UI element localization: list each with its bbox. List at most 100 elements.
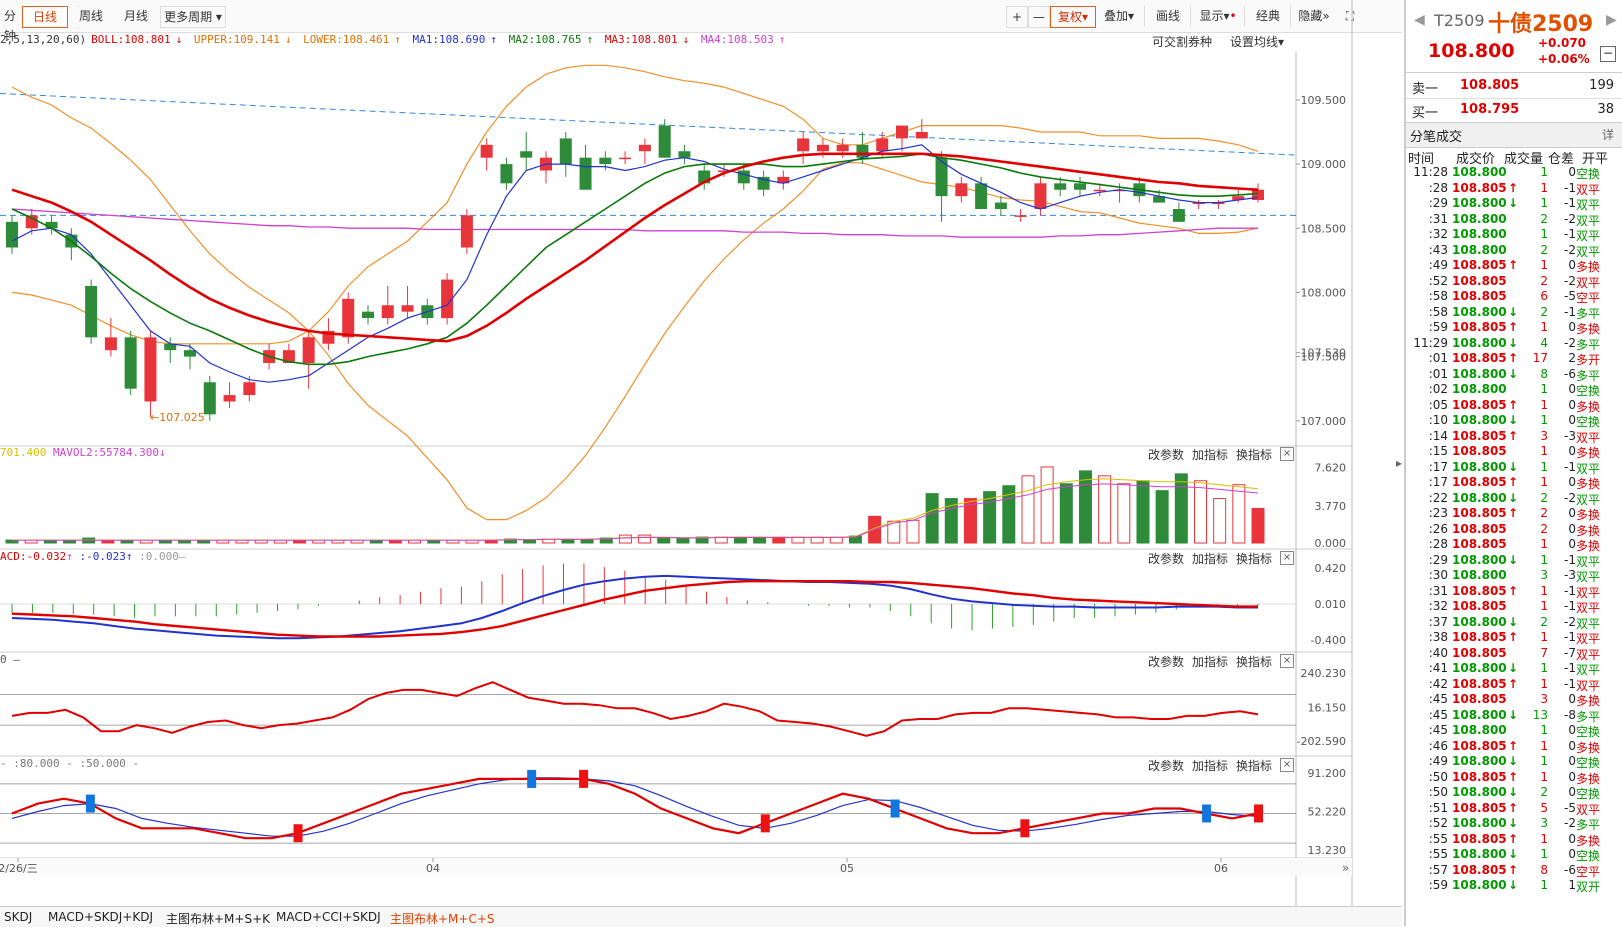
tick-price: 108.805 bbox=[1452, 583, 1507, 598]
tick-row: :22 108.800 ↓ 2 -2 双平 bbox=[1406, 491, 1622, 507]
bid-price: 108.795 bbox=[1460, 102, 1520, 117]
tick-row: :46 108.805 ↑ 1 0 多换 bbox=[1406, 739, 1622, 755]
p4-axis-label: 16.150 bbox=[1308, 701, 1347, 714]
tab-macd-cci-skdj[interactable]: MACD+CCI+SKDJ bbox=[276, 910, 381, 924]
tick-price: 108.805 bbox=[1452, 397, 1507, 412]
period-more-dropdown[interactable]: 更多周期 ▾ bbox=[160, 6, 226, 28]
tick-row: :51 108.805 ↑ 5 -5 双平 bbox=[1406, 801, 1622, 817]
prev-contract-icon[interactable]: ◀ bbox=[1414, 12, 1425, 28]
edit-params-button[interactable]: 改参数 bbox=[1148, 552, 1185, 566]
close-panel-icon[interactable]: × bbox=[1280, 758, 1294, 772]
ask-label: 卖一 bbox=[1412, 82, 1439, 97]
draw-button[interactable]: 画线 bbox=[1155, 9, 1180, 23]
period-minute[interactable]: 分钟 bbox=[3, 9, 16, 43]
tick-arrow: ↑ bbox=[1508, 630, 1519, 644]
tab-macd-skdj-kdj[interactable]: MACD+SKDJ+KDJ bbox=[48, 910, 153, 924]
dash-icon: - bbox=[132, 757, 140, 770]
volume-bar bbox=[657, 537, 671, 544]
tick-row: :23 108.805 ↑ 2 0 多换 bbox=[1406, 506, 1622, 522]
set-ma-dropdown[interactable]: 设置均线▾ bbox=[1230, 33, 1284, 50]
edit-params-button[interactable]: 改参数 bbox=[1148, 448, 1185, 462]
tick-oi-change: 0 bbox=[1568, 444, 1576, 458]
classic-button[interactable]: 经典 bbox=[1255, 9, 1280, 23]
tab-boll-m-c-s[interactable]: 主图布林+M+C+S bbox=[390, 912, 495, 926]
edit-params-button[interactable]: 改参数 bbox=[1148, 759, 1185, 773]
legend-boll: BOLL:108.801 bbox=[91, 33, 171, 46]
tick-time: :02 bbox=[1428, 382, 1448, 396]
switch-indicator-button[interactable]: 换指标 bbox=[1236, 448, 1273, 462]
candle-body bbox=[1093, 189, 1106, 192]
tick-oi-change: 0 bbox=[1568, 475, 1576, 489]
period-day[interactable]: 日线 bbox=[22, 6, 68, 28]
candle-body bbox=[362, 311, 374, 319]
period-month[interactable]: 月线 bbox=[123, 9, 148, 23]
p5-cross-marker bbox=[527, 769, 537, 788]
tab-boll-m-s-k[interactable]: 主图布林+M+S+K bbox=[166, 912, 271, 926]
dash-icon: – bbox=[178, 550, 186, 563]
tick-row: :58 108.800 ↓ 2 -1 多平 bbox=[1406, 305, 1622, 321]
zoom-out-button[interactable]: — bbox=[1028, 6, 1050, 28]
tick-price: 108.805 bbox=[1452, 320, 1507, 334]
tick-open-close: 双平 bbox=[1576, 678, 1601, 693]
zoom-in-button[interactable]: + bbox=[1006, 6, 1028, 28]
close-panel-icon[interactable]: × bbox=[1280, 551, 1294, 565]
tick-oi-change: 0 bbox=[1568, 785, 1576, 799]
price-axis-label: 108.500 bbox=[1301, 222, 1347, 235]
hide-button[interactable]: 隐藏» bbox=[1292, 6, 1336, 26]
tick-row: :45 108.800 1 0 空换 bbox=[1406, 723, 1622, 739]
tradable-bonds-button[interactable]: 可交割券种 bbox=[1152, 35, 1213, 49]
price-change-pct: +0.06% bbox=[1538, 52, 1590, 66]
tick-row: :02 108.800 1 0 空换 bbox=[1406, 382, 1622, 398]
tick-oi-change: 1 bbox=[1568, 878, 1576, 892]
kline-chart[interactable]: 109.500 109.000 108.500 108.000 107.530107.5… bbox=[0, 0, 1402, 906]
tick-price: 108.805 bbox=[1452, 521, 1507, 536]
tick-time: :38 bbox=[1428, 630, 1448, 644]
boll-upper-line bbox=[11, 64, 1259, 345]
display-dropdown[interactable]: 显示▾• bbox=[1194, 6, 1242, 26]
tick-time: :28 bbox=[1428, 180, 1448, 195]
tick-arrow: ↑ bbox=[1508, 428, 1519, 443]
tick-open-close: 双开 bbox=[1576, 880, 1601, 894]
tick-open-close: 多平 bbox=[1576, 368, 1601, 383]
period-week[interactable]: 周线 bbox=[78, 9, 103, 23]
adjust-dropdown[interactable]: 复权▾ bbox=[1050, 6, 1096, 28]
add-indicator-button[interactable]: 加指标 bbox=[1192, 552, 1229, 566]
switch-indicator-button[interactable]: 换指标 bbox=[1236, 655, 1273, 669]
add-indicator-button[interactable]: 加指标 bbox=[1192, 655, 1229, 669]
tick-open-close: 多换 bbox=[1576, 694, 1601, 708]
overlay-dropdown[interactable]: 叠加▾ bbox=[1098, 6, 1140, 26]
volume-bar bbox=[599, 537, 613, 544]
tick-price: 108.800 bbox=[1452, 227, 1507, 241]
ma1-line bbox=[11, 144, 1259, 383]
divider bbox=[1406, 98, 1622, 99]
candle-body bbox=[104, 337, 117, 351]
tick-time: :29 bbox=[1428, 552, 1448, 567]
price-axis-label: 109.000 bbox=[1301, 158, 1347, 171]
close-panel-icon[interactable]: × bbox=[1280, 447, 1294, 461]
chevron-down-icon: ▾ bbox=[1081, 10, 1089, 24]
tick-row: :59 108.805 ↑ 1 0 多换 bbox=[1406, 320, 1622, 336]
tick-price: 108.805 bbox=[1452, 180, 1507, 195]
next-contract-icon[interactable]: ▶ bbox=[1606, 12, 1617, 28]
tick-row: :01 108.800 ↓ 8 -6 多平 bbox=[1406, 367, 1622, 383]
add-indicator-button[interactable]: 加指标 bbox=[1192, 759, 1229, 773]
tab-skdj[interactable]: SKDJ bbox=[4, 910, 33, 924]
ticks-detail-button[interactable]: 详 bbox=[1602, 128, 1615, 142]
candle-body bbox=[638, 144, 651, 152]
tick-volume: 3 bbox=[1540, 428, 1548, 443]
tick-arrow: ↓ bbox=[1508, 785, 1519, 799]
close-panel-icon[interactable]: × bbox=[1280, 654, 1294, 668]
tick-price: 108.805 bbox=[1452, 537, 1507, 551]
fullscreen-icon[interactable]: ⛶ bbox=[1345, 9, 1355, 23]
tick-time: :15 bbox=[1428, 444, 1448, 458]
edit-params-button[interactable]: 改参数 bbox=[1148, 655, 1185, 669]
collapse-icon[interactable]: − bbox=[1600, 46, 1616, 62]
switch-indicator-button[interactable]: 换指标 bbox=[1236, 759, 1273, 773]
add-indicator-button[interactable]: 加指标 bbox=[1192, 448, 1229, 462]
panel-toggle-icon[interactable]: ▸ bbox=[1396, 456, 1403, 470]
tick-arrow: ↑ bbox=[1508, 769, 1519, 784]
volume-legend: 701.400 MAVOL2:55784.300↓ bbox=[0, 446, 166, 459]
switch-indicator-button[interactable]: 换指标 bbox=[1236, 552, 1273, 566]
tick-oi-change: 0 bbox=[1568, 413, 1576, 427]
tick-open-close: 双平 bbox=[1576, 601, 1601, 615]
